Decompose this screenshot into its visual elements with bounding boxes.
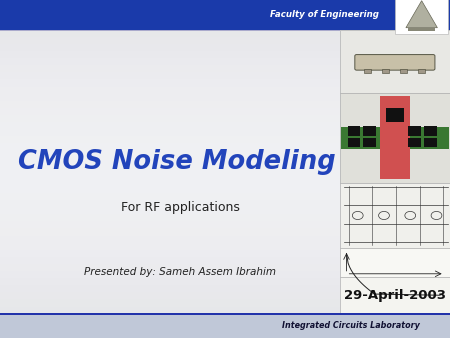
Bar <box>341 127 449 149</box>
Bar <box>348 126 360 136</box>
Text: For RF applications: For RF applications <box>121 201 239 214</box>
Bar <box>0 243 340 250</box>
Bar <box>0 250 340 257</box>
Bar <box>0 214 340 221</box>
Text: Presented by: Sameh Assem Ibrahim: Presented by: Sameh Assem Ibrahim <box>84 267 276 277</box>
Bar <box>0 65 340 72</box>
Bar <box>408 28 435 31</box>
Bar <box>395 0 448 34</box>
Bar <box>0 271 340 278</box>
Bar <box>0 129 340 136</box>
Bar <box>0 314 450 338</box>
Bar <box>363 126 376 136</box>
Bar <box>0 236 340 243</box>
Bar <box>0 221 340 228</box>
Bar <box>0 313 450 315</box>
Text: Faculty of Engineering: Faculty of Engineering <box>270 10 378 19</box>
Bar <box>0 94 340 101</box>
Bar <box>0 285 340 292</box>
Bar <box>424 138 436 147</box>
Bar <box>340 277 450 314</box>
Bar <box>0 307 340 314</box>
Text: 29-April-2003: 29-April-2003 <box>344 289 446 302</box>
Bar <box>0 37 340 44</box>
Bar <box>0 30 340 37</box>
Bar <box>0 278 340 285</box>
Bar <box>0 143 340 150</box>
Bar <box>380 96 410 179</box>
Bar <box>0 58 340 65</box>
Bar <box>0 172 340 179</box>
Bar <box>0 136 340 143</box>
Bar <box>0 51 340 58</box>
Bar <box>382 69 389 73</box>
Bar <box>0 200 340 207</box>
Bar <box>348 138 360 147</box>
Bar <box>0 101 340 108</box>
Bar <box>363 138 376 147</box>
Bar <box>0 122 340 129</box>
Bar <box>340 183 450 248</box>
Bar <box>0 30 340 314</box>
Bar <box>409 126 421 136</box>
Bar <box>340 93 450 183</box>
Bar <box>0 264 340 271</box>
Bar <box>0 228 340 236</box>
Bar <box>0 186 340 193</box>
Bar <box>418 69 425 73</box>
FancyBboxPatch shape <box>355 54 435 70</box>
Bar <box>0 30 340 31</box>
Bar <box>340 248 450 277</box>
Bar <box>0 292 340 299</box>
Bar <box>0 79 340 87</box>
Bar <box>0 72 340 79</box>
Bar <box>364 69 371 73</box>
Polygon shape <box>406 1 437 28</box>
Bar <box>409 138 421 147</box>
Bar <box>0 44 340 51</box>
Bar <box>0 193 340 200</box>
Bar <box>0 158 340 165</box>
Bar <box>0 108 340 115</box>
Bar <box>0 299 340 307</box>
Bar <box>400 69 408 73</box>
Bar <box>0 165 340 172</box>
Bar <box>340 30 450 93</box>
Bar <box>0 257 340 264</box>
Bar <box>386 108 404 122</box>
Bar <box>340 30 450 314</box>
Bar <box>424 126 436 136</box>
Bar <box>0 207 340 214</box>
Text: CMOS Noise Modeling: CMOS Noise Modeling <box>18 149 336 175</box>
Bar <box>0 0 450 30</box>
Bar <box>0 87 340 94</box>
Text: Integrated Circuits Laboratory: Integrated Circuits Laboratory <box>282 321 420 330</box>
Bar <box>0 179 340 186</box>
Bar <box>0 115 340 122</box>
Bar <box>0 150 340 158</box>
